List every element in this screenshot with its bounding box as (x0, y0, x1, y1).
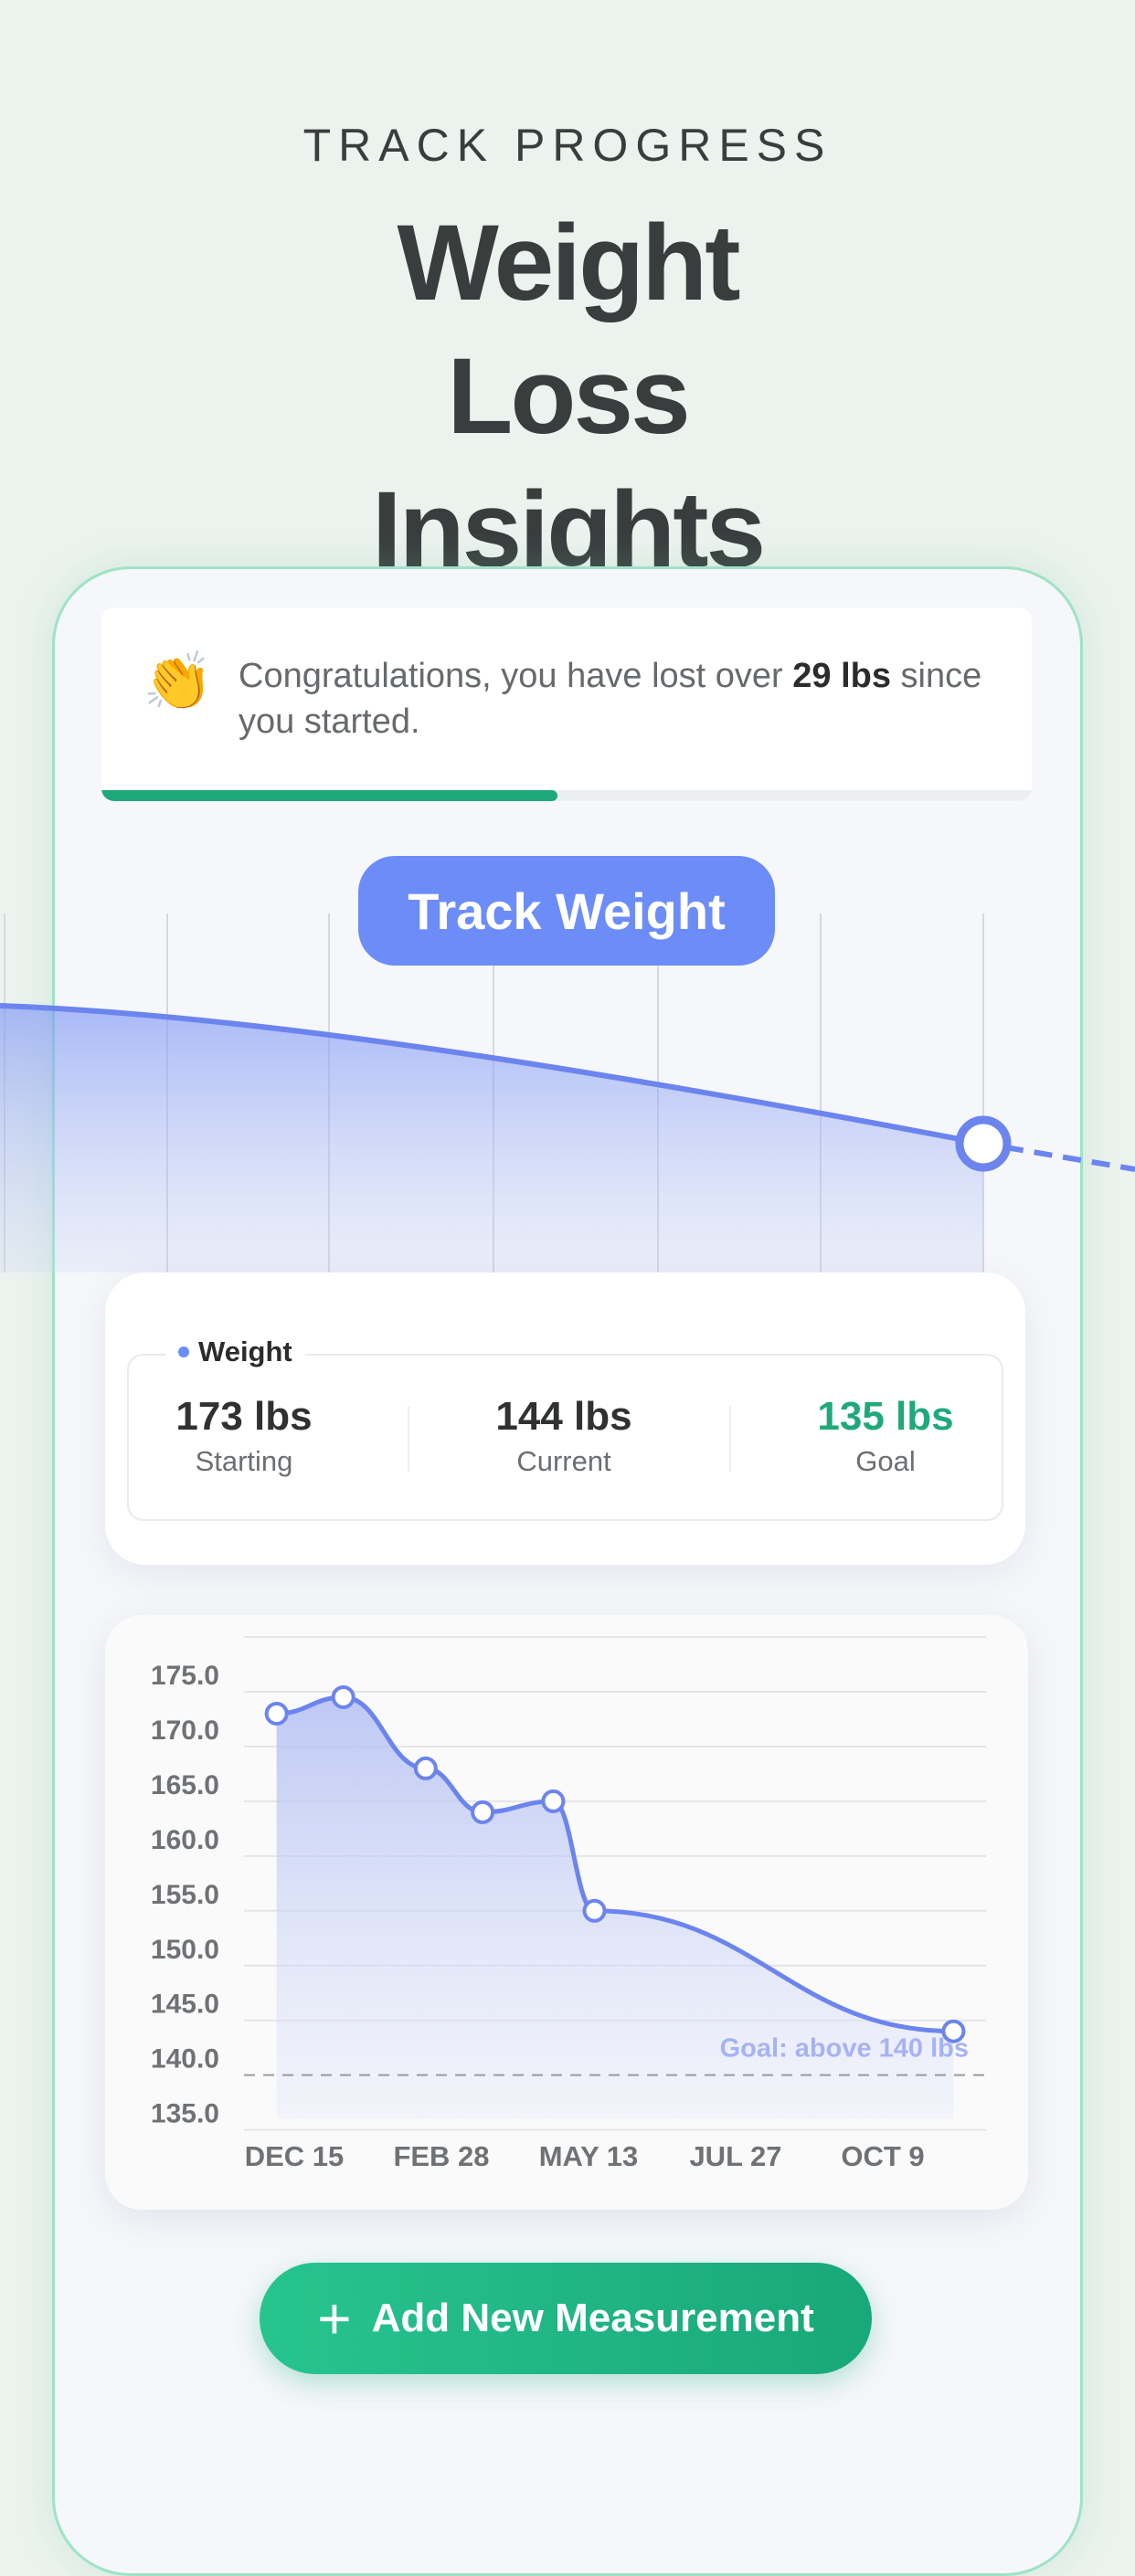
congrats-card: 👏 Congratulations, you have lost over 29… (101, 607, 1032, 801)
congrats-text-end: since you started. (239, 657, 982, 741)
progress-fill (101, 790, 557, 801)
stat-label: Starting (195, 1445, 293, 1477)
chart-area (276, 1696, 954, 2119)
y-tick-label: 140.0 (151, 2044, 219, 2075)
data-point (941, 2019, 966, 2043)
lost-amount: 29 lbs (792, 657, 891, 695)
background-trend-line (0, 1003, 984, 1146)
data-point (331, 1684, 355, 1709)
y-tick-label: 145.0 (151, 1990, 219, 2020)
x-tick-label: DEC 15 (245, 2140, 345, 2172)
divider (408, 1406, 409, 1472)
y-tick-label: 175.0 (151, 1661, 219, 1691)
weight-summary-box: Weight 173 lbs Starting 144 lbs Current 13… (127, 1336, 1003, 1521)
data-point (471, 1800, 495, 1824)
congrats-text: Congratulations, you have lost over (239, 657, 793, 695)
x-tick-label: FEB 28 (393, 2140, 489, 2172)
y-tick-label: 150.0 (151, 1935, 219, 1965)
data-point (582, 1898, 607, 1923)
weight-chart: 175.0 170.0 165.0 160.0 155.0 150.0 145.0 140.0… (151, 1636, 986, 2172)
stat-value: 135 lbs (817, 1394, 954, 1439)
x-tick-label: MAY 13 (539, 2140, 639, 2172)
x-tick-label: JUL 27 (689, 2140, 781, 2172)
y-tick-label: 170.0 (151, 1716, 219, 1746)
background-current-point (955, 1115, 1012, 1172)
stat-starting: 173 lbs Starting (107, 1394, 381, 1478)
clapping-hands-icon: 👏 (143, 650, 214, 713)
weight-summary-card: Weight 173 lbs Starting 144 lbs Current 13… (105, 1272, 1025, 1565)
stat-current: 144 lbs Current (427, 1394, 701, 1478)
congrats-message: Congratulations, you have lost over 29 l… (239, 653, 1006, 744)
background-projection-line (1004, 1145, 1135, 1172)
y-tick-label: 160.0 (151, 1825, 219, 1855)
chart-line (276, 1694, 954, 2034)
background-trend-chart (0, 913, 1135, 1272)
weight-legend: Weight (165, 1336, 305, 1368)
y-tick-label: 165.0 (151, 1770, 219, 1800)
weight-chart-card: 175.0 170.0 165.0 160.0 155.0 150.0 145.0 140.0… (105, 1615, 1028, 2210)
stat-label: Goal (855, 1445, 916, 1477)
y-tick-label: 155.0 (151, 1880, 219, 1910)
legend-label: Weight (198, 1336, 292, 1367)
stat-value: 144 lbs (495, 1394, 632, 1439)
add-button-label: Add New Measurement (371, 2296, 814, 2340)
data-point (413, 1756, 438, 1780)
divider (729, 1406, 731, 1472)
legend-dot-icon (178, 1346, 189, 1357)
x-tick-label: OCT 9 (841, 2140, 924, 2172)
eyebrow-heading: TRACK PROGRESS (302, 120, 833, 171)
background-area (0, 1006, 983, 1272)
progress-bar (101, 790, 1032, 801)
data-point (264, 1701, 289, 1726)
stat-label: Current (516, 1445, 611, 1477)
stat-value: 173 lbs (175, 1394, 313, 1439)
plus-icon: + (317, 2286, 352, 2351)
y-tick-label: 135.0 (151, 2099, 219, 2129)
add-new-measurement-button[interactable]: + Add New Measurement (260, 2263, 872, 2374)
stat-goal: 135 lbs Goal (748, 1394, 1023, 1478)
data-point (541, 1789, 566, 1813)
track-weight-button[interactable]: Track Weight (358, 856, 775, 966)
goal-label: Goal: above 140 lbs (720, 2034, 969, 2064)
